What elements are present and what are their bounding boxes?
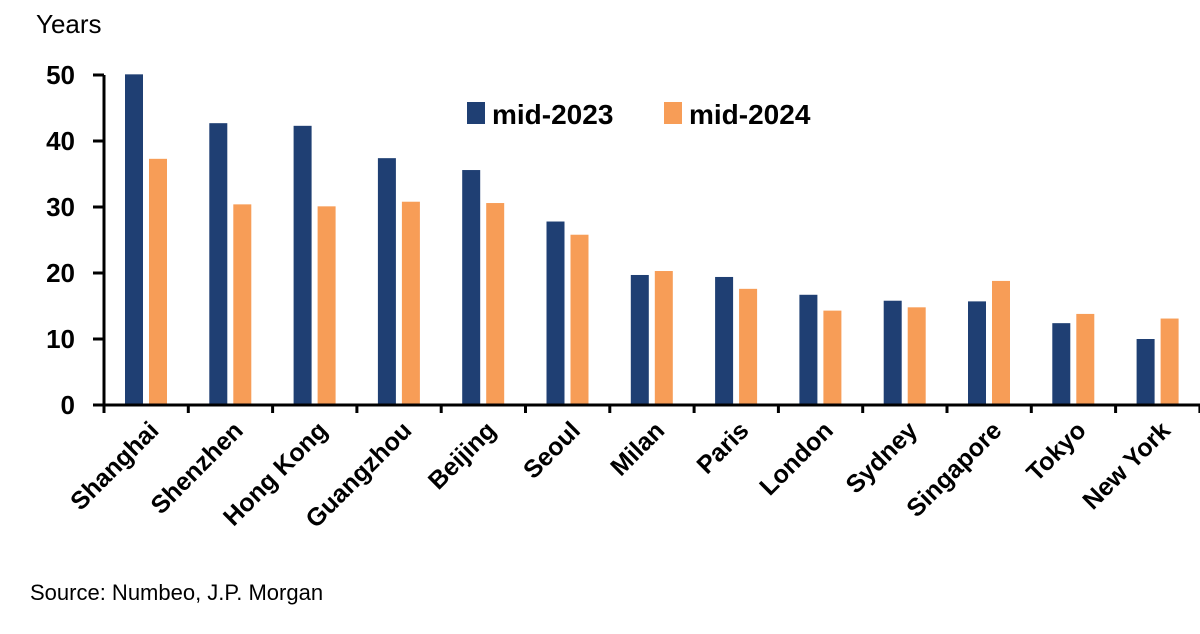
x-category-label: Milan [605,416,670,481]
bar-mid-2024-paris [739,288,758,405]
bar-mid-2024-tokyo [1076,313,1095,405]
x-category-label: Beijing [423,416,502,495]
bar-mid-2023-tokyo [1052,323,1071,405]
bars [125,74,1179,406]
y-tick-label: 0 [61,390,75,420]
x-category-label: London [754,416,839,501]
legend-swatch-mid-2023 [467,102,485,124]
bar-mid-2023-seoul [546,221,565,405]
legend: mid-2023 mid-2024 [467,99,811,130]
bar-mid-2023-hong-kong [293,125,312,405]
y-axis: 0 10 20 30 40 50 [46,60,104,420]
x-category-label: Tokyo [1021,416,1092,487]
x-category-label: Seoul [518,416,586,484]
bar-mid-2024-shenzhen [233,204,252,405]
x-category-label: Paris [691,416,754,479]
source-note: Source: Numbeo, J.P. Morgan [30,580,323,605]
bar-mid-2024-sydney [907,307,926,405]
bar-mid-2023-singapore [968,301,986,405]
bar-mid-2024-singapore [992,280,1010,405]
bar-mid-2023-shanghai [125,74,143,405]
bar-mid-2023-shenzhen [209,123,228,406]
bar-mid-2023-beijing [462,170,481,405]
bar-mid-2024-seoul [570,234,589,405]
bar-mid-2023-new-york [1136,339,1155,405]
bar-mid-2023-milan [630,274,649,405]
y-tick-label: 10 [46,324,75,354]
bar-mid-2024-beijing [486,203,505,405]
bar-mid-2024-milan [654,271,673,405]
bar-mid-2023-london [799,294,818,405]
bar-mid-2023-sydney [883,300,902,405]
legend-swatch-mid-2024 [664,102,682,124]
y-axis-unit-label: Years [36,9,102,39]
bar-mid-2023-guangzhou [377,158,396,405]
legend-label-mid-2023: mid-2023 [492,99,613,130]
x-category-label: Sydney [840,416,923,499]
bar-mid-2023-paris [715,276,734,405]
bar-mid-2024-hong-kong [317,206,336,405]
bar-mid-2024-london [823,310,842,405]
bar-mid-2024-shanghai [149,158,167,405]
y-tick-label: 30 [46,192,75,222]
x-category-label: New York [1077,416,1176,515]
y-tick-label: 20 [46,258,75,288]
bar-mid-2024-new-york [1160,318,1179,405]
bar-mid-2024-guangzhou [401,201,420,405]
y-tick-label: 50 [46,60,75,90]
legend-label-mid-2024: mid-2024 [689,99,811,130]
y-tick-label: 40 [46,126,75,156]
